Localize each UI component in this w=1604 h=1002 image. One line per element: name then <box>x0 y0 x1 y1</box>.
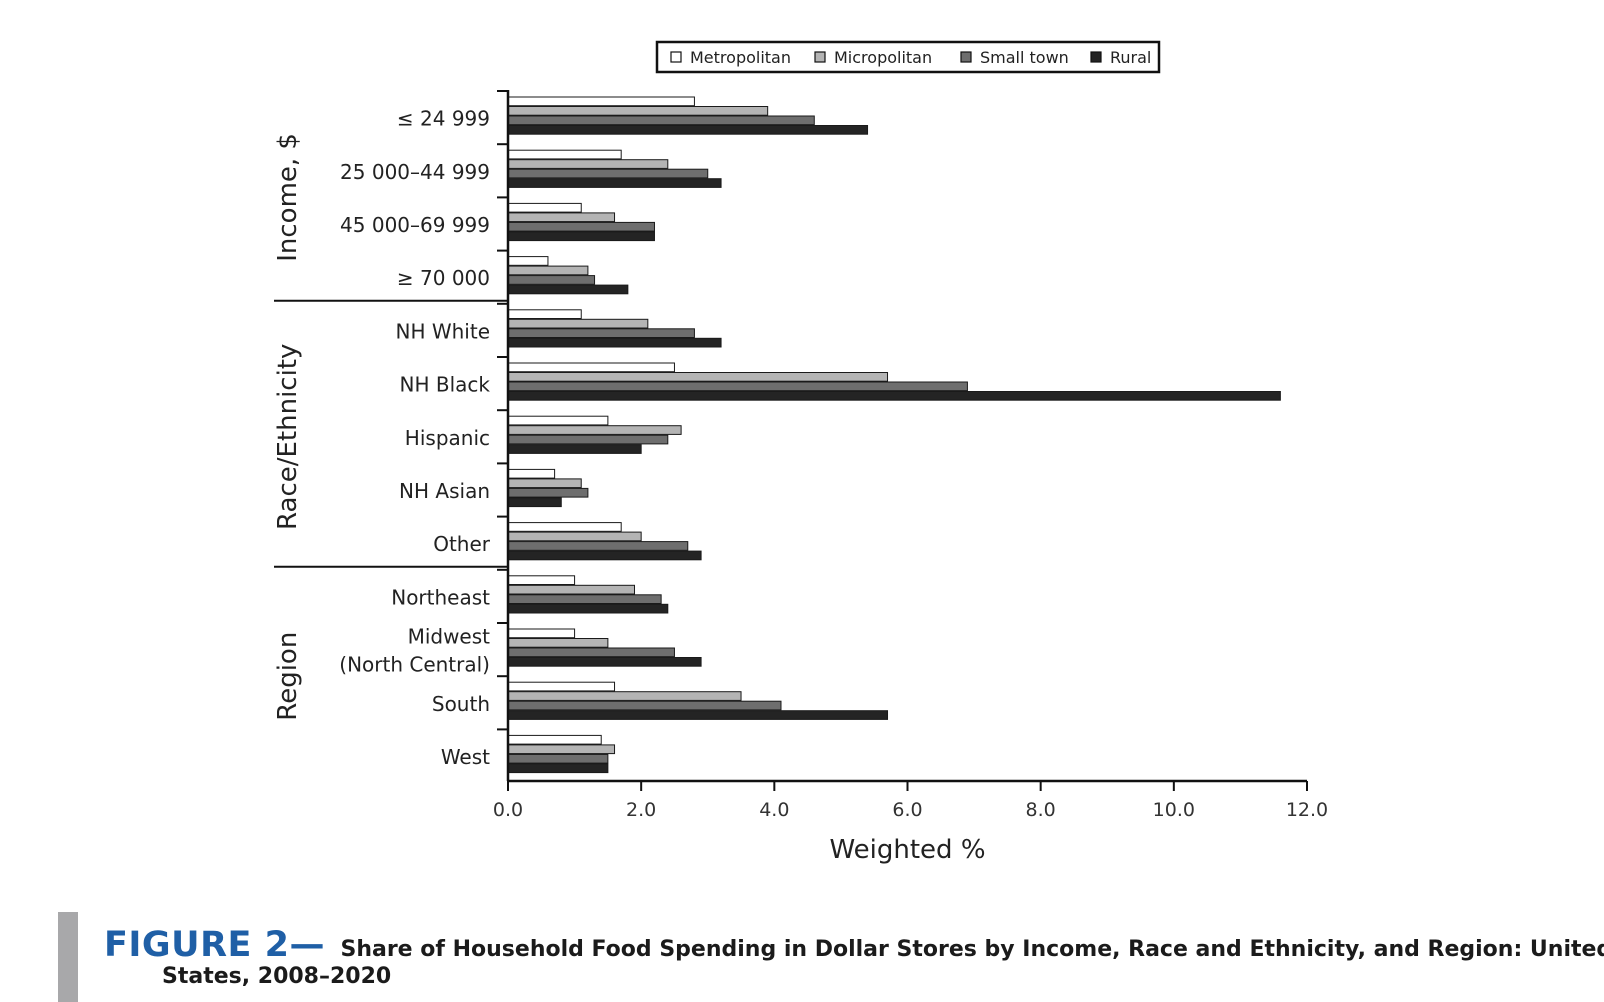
bar-3-3 <box>507 221 655 232</box>
bar-4-7 <box>507 444 642 454</box>
bar-2-3 <box>507 212 616 223</box>
bar-3-6 <box>507 381 968 392</box>
category-label-13: West <box>441 745 490 769</box>
legend-label-2: Micropolitan <box>834 48 932 67</box>
legend-label-1: Metropolitan <box>690 48 791 67</box>
caption-accent-bar <box>58 912 78 1002</box>
x-tick-label-6: 10.0 <box>1153 799 1195 821</box>
category-label-11: Midwest (North Central) <box>339 625 490 677</box>
legend-label-4: Rural <box>1110 48 1151 67</box>
group-label-3: Region <box>273 632 303 721</box>
group-label-2: Race/Ethnicity <box>273 344 303 530</box>
bar-4-8 <box>507 497 562 508</box>
category-label-10: Northeast <box>391 585 490 609</box>
bar-1-9 <box>507 522 622 532</box>
category-label-3: 45 000–69 999 <box>340 213 490 237</box>
bar-2-10 <box>507 584 636 595</box>
bar-2-2 <box>507 159 669 169</box>
bar-4-13 <box>507 763 609 774</box>
bar-4-10 <box>507 603 669 614</box>
bar-4-3 <box>507 231 655 242</box>
group-label-1: Income, $ <box>273 133 303 262</box>
x-tick-label-4: 6.0 <box>892 799 922 821</box>
bar-1-3 <box>507 202 582 213</box>
bar-3-12 <box>507 700 782 711</box>
category-label-2: 25 000–44 999 <box>340 160 490 184</box>
bar-3-5 <box>507 328 695 338</box>
bar-2-1 <box>507 106 769 116</box>
legend-label-3: Small town <box>980 48 1069 67</box>
x-tick-label-1: 0.0 <box>493 799 523 821</box>
caption-line-1: FIGURE 2— Share of Household Food Spendin… <box>104 925 1604 966</box>
figure-caption: FIGURE 2— Share of Household Food Spendin… <box>104 925 1604 993</box>
bar-3-11 <box>507 647 675 658</box>
figure-dash: — <box>289 925 325 965</box>
bar-4-6 <box>507 391 1281 401</box>
bar-3-4 <box>507 275 596 285</box>
category-label-6: NH Black <box>400 373 491 397</box>
bar-2-7 <box>507 425 682 435</box>
legend-swatch-1 <box>670 51 682 63</box>
x-axis-label: Weighted % <box>829 835 985 865</box>
bar-1-4 <box>507 256 549 266</box>
bar-1-10 <box>507 575 576 585</box>
legend-swatch-3 <box>960 51 972 63</box>
bar-2-11 <box>507 638 609 648</box>
bar-1-1 <box>507 96 695 107</box>
bar-2-5 <box>507 318 649 329</box>
category-label-5: NH White <box>395 319 490 343</box>
bar-4-11 <box>507 657 702 667</box>
bar-3-2 <box>507 168 709 179</box>
bar-3-10 <box>507 594 662 604</box>
bar-3-1 <box>507 115 815 126</box>
bar-4-9 <box>507 550 702 561</box>
bar-4-12 <box>507 710 889 720</box>
category-label-8: NH Asian <box>399 479 490 503</box>
bar-2-13 <box>507 744 616 755</box>
category-label-1: ≤ 24 999 <box>397 107 490 131</box>
category-label-12: South <box>432 692 490 716</box>
bar-3-9 <box>507 541 689 551</box>
legend-box <box>655 40 1161 74</box>
bar-4-1 <box>507 125 869 135</box>
bar-3-8 <box>507 487 589 498</box>
x-tick-label-2: 2.0 <box>626 799 656 821</box>
bar-1-2 <box>507 149 622 160</box>
bar-4-5 <box>507 337 722 348</box>
category-label-7: Hispanic <box>405 426 490 450</box>
bar-2-8 <box>507 478 582 489</box>
bar-3-7 <box>507 434 669 445</box>
category-label-9: Other <box>433 532 491 556</box>
bar-4-2 <box>507 178 722 188</box>
bar-1-6 <box>507 362 675 373</box>
figure-title-line-2: States, 2008–2020 <box>162 964 392 989</box>
bar-1-13 <box>507 734 602 745</box>
bar-1-5 <box>507 309 582 319</box>
bar-1-8 <box>507 468 556 479</box>
bar-2-4 <box>507 265 589 276</box>
bar-2-12 <box>507 691 742 701</box>
legend-swatch-2 <box>814 51 826 63</box>
legend-swatch-4 <box>1090 51 1102 63</box>
bar-1-11 <box>507 628 576 639</box>
bar-4-4 <box>507 284 629 295</box>
bar-1-12 <box>507 681 616 692</box>
figure-title-line-1: Share of Household Food Spending in Doll… <box>340 937 1604 962</box>
x-tick-label-3: 4.0 <box>759 799 789 821</box>
category-label-4: ≥ 70 000 <box>397 266 490 290</box>
bar-1-7 <box>507 415 609 426</box>
bar-2-6 <box>507 372 889 382</box>
bar-3-13 <box>507 753 609 764</box>
figure-label: FIGURE 2 <box>104 925 290 965</box>
x-tick-label-5: 8.0 <box>1026 799 1056 821</box>
x-tick-label-7: 12.0 <box>1286 799 1328 821</box>
bar-2-9 <box>507 531 642 542</box>
